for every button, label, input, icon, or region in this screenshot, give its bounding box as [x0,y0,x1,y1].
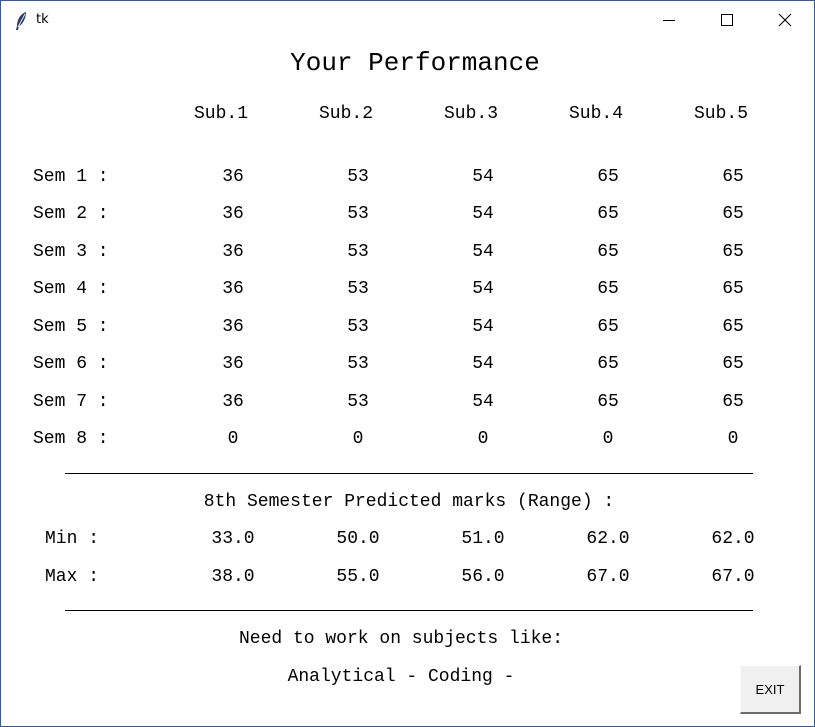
semester-label: Sem 4 : [33,279,109,299]
mark-cell: 0 [477,429,489,449]
semester-label: Sem 2 : [33,204,109,224]
mark-cell: 54 [472,317,494,337]
min-label: Min : [45,529,100,549]
prediction-title: 8th Semester Predicted marks (Range) : [203,492,615,512]
mark-cell: 0 [602,429,614,449]
mark-cell: 0 [227,429,239,449]
mark-cell: 53 [347,167,369,187]
needs-subjects: Analytical - Coding - [287,667,515,687]
mark-cell: 0 [727,429,739,449]
window-title: tk [36,12,49,27]
subject-header: Sub.4 [568,104,623,124]
min-value: 51.0 [461,529,505,549]
subject-header: Sub.5 [693,104,748,124]
mark-cell: 65 [597,392,619,412]
mark-cell: 65 [597,242,619,262]
mark-cell: 54 [472,279,494,299]
max-value: 56.0 [461,567,505,587]
maximize-icon [721,14,733,26]
close-button[interactable] [756,1,814,39]
mark-cell: 53 [347,392,369,412]
divider [65,473,753,474]
mark-cell: 54 [472,392,494,412]
mark-cell: 65 [722,204,744,224]
mark-cell: 65 [597,354,619,374]
mark-cell: 53 [347,354,369,374]
semester-label: Sem 6 : [33,354,109,374]
max-value: 55.0 [336,567,380,587]
mark-cell: 36 [222,204,244,224]
mark-cell: 53 [347,204,369,224]
mark-cell: 65 [597,279,619,299]
mark-cell: 36 [222,279,244,299]
mark-cell: 65 [722,317,744,337]
subject-header: Sub.2 [318,104,373,124]
exit-button[interactable]: EXIT [740,665,801,714]
mark-cell: 65 [722,242,744,262]
maximize-button[interactable] [698,1,756,39]
mark-cell: 54 [472,167,494,187]
min-value: 33.0 [211,529,255,549]
semester-label: Sem 1 : [33,167,109,187]
minimize-button[interactable] [640,1,698,39]
page-title: Your Performance [290,48,540,78]
min-value: 50.0 [336,529,380,549]
min-value: 62.0 [711,529,755,549]
max-value: 38.0 [211,567,255,587]
feather-icon [16,12,26,30]
mark-cell: 65 [722,279,744,299]
mark-cell: 65 [597,167,619,187]
semester-label: Sem 3 : [33,242,109,262]
mark-cell: 0 [352,429,364,449]
mark-cell: 36 [222,392,244,412]
mark-cell: 54 [472,204,494,224]
mark-cell: 54 [472,242,494,262]
mark-cell: 53 [347,279,369,299]
max-value: 67.0 [711,567,755,587]
max-value: 67.0 [586,567,630,587]
mark-cell: 53 [347,242,369,262]
semester-label: Sem 8 : [33,429,109,449]
mark-cell: 65 [597,317,619,337]
mark-cell: 53 [347,317,369,337]
mark-cell: 36 [222,167,244,187]
semester-label: Sem 5 : [33,317,109,337]
subject-header: Sub.1 [193,104,248,124]
mark-cell: 65 [722,354,744,374]
mark-cell: 54 [472,354,494,374]
mark-cell: 36 [222,354,244,374]
min-value: 62.0 [586,529,630,549]
subject-header: Sub.3 [443,104,498,124]
mark-cell: 65 [722,392,744,412]
max-label: Max : [45,567,100,587]
mark-cell: 36 [222,242,244,262]
title-bar[interactable]: tk [1,1,814,39]
close-icon [778,13,792,27]
needs-title: Need to work on subjects like: [238,629,564,649]
divider [65,610,753,611]
mark-cell: 36 [222,317,244,337]
minimize-icon [663,20,675,21]
mark-cell: 65 [722,167,744,187]
mark-cell: 65 [597,204,619,224]
semester-label: Sem 7 : [33,392,109,412]
